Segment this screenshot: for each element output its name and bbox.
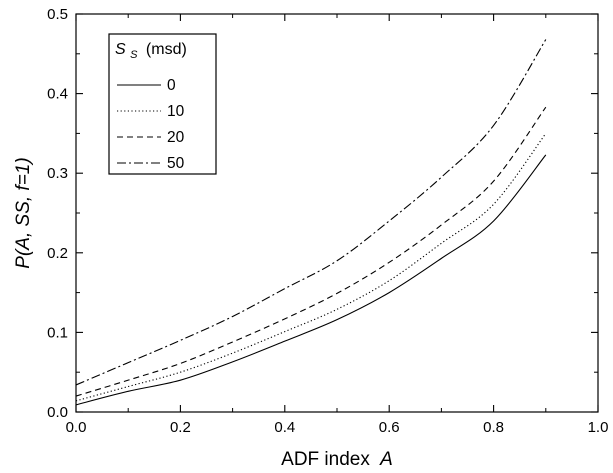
x-tick-label: 0.4 [274, 419, 295, 436]
x-axis-title-variable: A [379, 449, 393, 470]
y-tick-label: 0.2 [47, 245, 68, 262]
y-tick-label: 0.4 [47, 86, 68, 103]
series-line-50 [75, 39, 547, 386]
y-tick-label: 0.3 [47, 165, 68, 182]
series-line-20 [75, 106, 547, 397]
legend-title: S S (msd) [115, 41, 187, 62]
legend-box [108, 33, 217, 175]
y-tick-label: 0.0 [47, 404, 68, 421]
legend-title-unit: (msd) [146, 41, 187, 58]
y-tick-label: 0.5 [47, 6, 68, 23]
series-line-0 [75, 154, 547, 406]
legend-title-symbol: S [115, 41, 126, 58]
x-tick-label: 0.8 [483, 419, 504, 436]
x-axis-title-text: ADF index [281, 449, 370, 470]
y-tick-label: 0.1 [47, 324, 68, 341]
legend-title-subscript: S [130, 49, 138, 61]
legend: S S (msd) 0 10 20 50 [108, 33, 217, 175]
legend-label-50: 50 [167, 155, 185, 172]
legend-label-10: 10 [167, 103, 185, 120]
x-tick-label: 0.2 [170, 419, 191, 436]
axis-ticks: 0.0 0.2 0.4 0.6 0.8 1.0 0.0 0.1 0.2 0.3 0.4 0.5 [47, 6, 608, 436]
legend-label-0: 0 [167, 77, 176, 94]
y-axis-title: P(A, SS, f=1) [13, 157, 34, 268]
series-lines [75, 39, 547, 406]
plot-frame [75, 13, 599, 413]
x-tick-label: 0.6 [379, 419, 400, 436]
x-tick-label: 0.0 [66, 419, 87, 436]
legend-label-20: 20 [167, 129, 185, 146]
x-tick-label: 1.0 [588, 419, 609, 436]
x-axis-title: ADF index A [281, 449, 393, 470]
legend-entries: 0 10 20 50 [117, 77, 185, 172]
